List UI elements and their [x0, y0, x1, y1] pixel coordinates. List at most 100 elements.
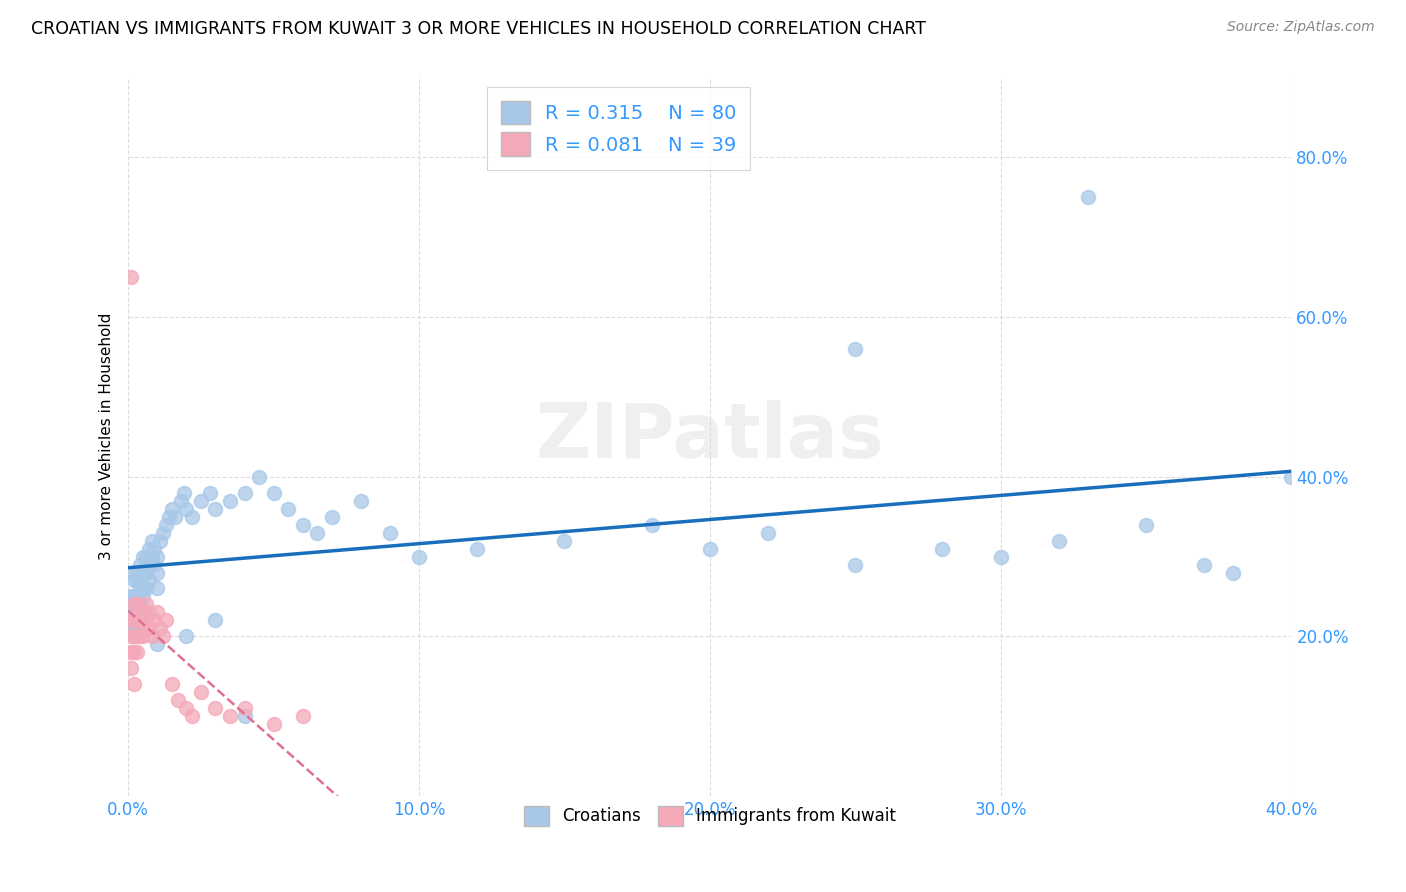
Point [219, 493, 242, 508]
Point [233, 709, 256, 723]
Point [120, 590, 142, 604]
Point [132, 629, 155, 643]
Point [120, 270, 142, 285]
Point [125, 566, 148, 580]
Point [143, 558, 166, 572]
Point [756, 525, 779, 540]
Point [125, 629, 148, 643]
Point [138, 558, 160, 572]
Point [146, 582, 169, 596]
Point [125, 574, 148, 588]
Point [152, 629, 174, 643]
Point [219, 709, 242, 723]
Point [157, 509, 180, 524]
Point [169, 493, 191, 508]
Point [149, 533, 172, 548]
Point [125, 645, 148, 659]
Text: CROATIAN VS IMMIGRANTS FROM KUWAIT 3 OR MORE VEHICLES IN HOUSEHOLD CORRELATION C: CROATIAN VS IMMIGRANTS FROM KUWAIT 3 OR … [31, 20, 927, 37]
Point [125, 590, 148, 604]
Point [291, 517, 314, 532]
Point [263, 485, 285, 500]
Text: Source: ZipAtlas.com: Source: ZipAtlas.com [1227, 20, 1375, 34]
Point [149, 621, 172, 635]
Point [1047, 533, 1070, 548]
Point [1192, 558, 1215, 572]
Point [122, 629, 145, 643]
Point [125, 621, 148, 635]
Point [307, 525, 329, 540]
Point [146, 549, 169, 564]
Point [125, 614, 148, 628]
Point [146, 566, 169, 580]
Point [1077, 190, 1099, 204]
Point [155, 614, 177, 628]
Point [160, 501, 183, 516]
Point [553, 533, 575, 548]
Point [122, 645, 145, 659]
Y-axis label: 3 or more Vehicles in Household: 3 or more Vehicles in Household [100, 313, 114, 560]
Point [141, 549, 163, 564]
Point [135, 598, 157, 612]
Point [844, 342, 866, 356]
Point [321, 509, 343, 524]
Point [141, 629, 163, 643]
Point [122, 614, 145, 628]
Point [641, 517, 664, 532]
Point [125, 598, 148, 612]
Point [198, 485, 221, 500]
Point [143, 614, 166, 628]
Point [120, 629, 142, 643]
Point [122, 574, 145, 588]
Point [146, 637, 169, 651]
Point [181, 709, 204, 723]
Point [176, 629, 198, 643]
Point [204, 501, 226, 516]
Text: ZIPatlas: ZIPatlas [536, 400, 884, 474]
Point [163, 509, 186, 524]
Point [135, 549, 157, 564]
Point [465, 541, 488, 556]
Point [699, 541, 721, 556]
Point [1135, 517, 1157, 532]
Point [176, 501, 198, 516]
Point [931, 541, 953, 556]
Point [122, 606, 145, 620]
Point [408, 549, 430, 564]
Point [120, 645, 142, 659]
Point [143, 541, 166, 556]
Point [1281, 469, 1303, 483]
Point [173, 485, 195, 500]
Point [128, 629, 150, 643]
Point [132, 566, 155, 580]
Point [190, 493, 212, 508]
Point [120, 614, 142, 628]
Point [155, 517, 177, 532]
Point [132, 606, 155, 620]
Point [128, 606, 150, 620]
Point [291, 709, 314, 723]
Point [204, 701, 226, 715]
Point [247, 469, 270, 483]
Point [125, 614, 148, 628]
Point [128, 558, 150, 572]
Point [120, 566, 142, 580]
Point [125, 598, 148, 612]
Point [122, 598, 145, 612]
Point [350, 493, 373, 508]
Point [138, 541, 160, 556]
Point [132, 614, 155, 628]
Point [128, 574, 150, 588]
Point [138, 606, 160, 620]
Point [990, 549, 1012, 564]
Point [135, 614, 157, 628]
Point [122, 621, 145, 635]
Point [190, 685, 212, 699]
Point [128, 614, 150, 628]
Point [233, 701, 256, 715]
Point [204, 614, 226, 628]
Point [263, 717, 285, 731]
Point [277, 501, 299, 516]
Point [181, 509, 204, 524]
Point [132, 582, 155, 596]
Point [138, 621, 160, 635]
